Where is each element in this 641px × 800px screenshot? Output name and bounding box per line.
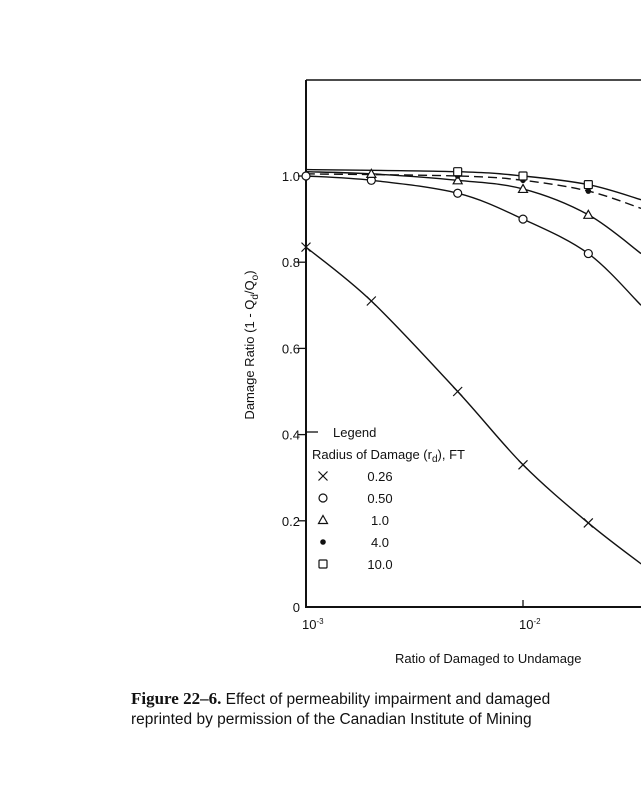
legend-label: 10.0 xyxy=(367,557,392,572)
figure-caption: Figure 22–6. Effect of permeability impa… xyxy=(131,689,641,730)
data-point-circle xyxy=(518,214,528,224)
data-point-x xyxy=(452,386,463,397)
y-tick-label: 1.0 xyxy=(282,169,300,184)
legend-marker-square xyxy=(318,559,328,569)
data-point-square xyxy=(453,167,463,177)
y-tick-label: 0.4 xyxy=(282,428,300,443)
figure-label: Figure 22–6. xyxy=(131,689,222,708)
data-point-circle xyxy=(453,188,463,198)
data-point-triangle xyxy=(452,174,464,185)
caption-text-1: Effect of permeability impairment and da… xyxy=(221,691,551,708)
y-tick-label: 0 xyxy=(293,600,300,615)
series-line-0.26 xyxy=(305,246,641,565)
data-point-dot xyxy=(585,188,592,194)
series-markers xyxy=(301,167,594,528)
legend-label: 0.50 xyxy=(367,491,392,506)
y-tick-label: 0.2 xyxy=(282,514,300,529)
legend: Legend Radius of Damage (rd), FT 0.26 0.5… xyxy=(306,425,465,572)
legend-subtitle: Radius of Damage (rd), FT xyxy=(312,447,465,465)
legend-marker-triangle xyxy=(317,514,329,525)
legend-marker-x xyxy=(318,471,328,481)
y-tick-label: 0.8 xyxy=(282,255,300,270)
legend-marker-circle xyxy=(318,493,328,503)
axes xyxy=(305,79,641,608)
y-tick-label: 0.6 xyxy=(282,341,300,356)
data-point-x xyxy=(518,459,528,470)
x-tick-label: 10-2 xyxy=(519,617,541,632)
data-point-circle xyxy=(583,248,593,259)
data-point-triangle xyxy=(517,183,529,194)
data-point-x xyxy=(366,296,377,306)
series-curves xyxy=(305,168,641,565)
data-point-square xyxy=(583,180,593,190)
x-axis-label: Ratio of Damaged to Undamage xyxy=(395,651,581,666)
legend-label: 4.0 xyxy=(371,535,389,550)
y-axis-label: Damage Ratio (1 - Qd/Qo) xyxy=(242,270,261,419)
legend-items: 0.26 0.50 1.0 4.0 10.0 xyxy=(317,469,393,572)
data-point-circle xyxy=(301,171,311,181)
legend-title: Legend xyxy=(333,425,376,440)
y-ticks: 0 0.2 0.4 0.6 0.8 1.0 xyxy=(282,169,306,615)
data-point-x xyxy=(301,242,311,253)
x-ticks: 10-3 10-2 xyxy=(302,600,541,632)
data-point-triangle xyxy=(582,209,594,219)
data-point-square xyxy=(518,171,528,181)
series-line-10.0 xyxy=(305,168,641,201)
data-point-x xyxy=(583,518,594,528)
x-tick-label: 10-3 xyxy=(302,617,324,632)
series-line-4.0 xyxy=(305,173,641,209)
legend-label: 0.26 xyxy=(367,469,392,484)
legend-label: 1.0 xyxy=(371,513,389,528)
caption-line-2: reprinted by permission of the Canadian … xyxy=(131,711,532,728)
legend-marker-dot xyxy=(320,539,326,545)
caption-line-1: Figure 22–6. Effect of permeability impa… xyxy=(131,689,641,710)
data-point-triangle xyxy=(365,168,377,178)
series-line-0.50 xyxy=(305,175,641,306)
